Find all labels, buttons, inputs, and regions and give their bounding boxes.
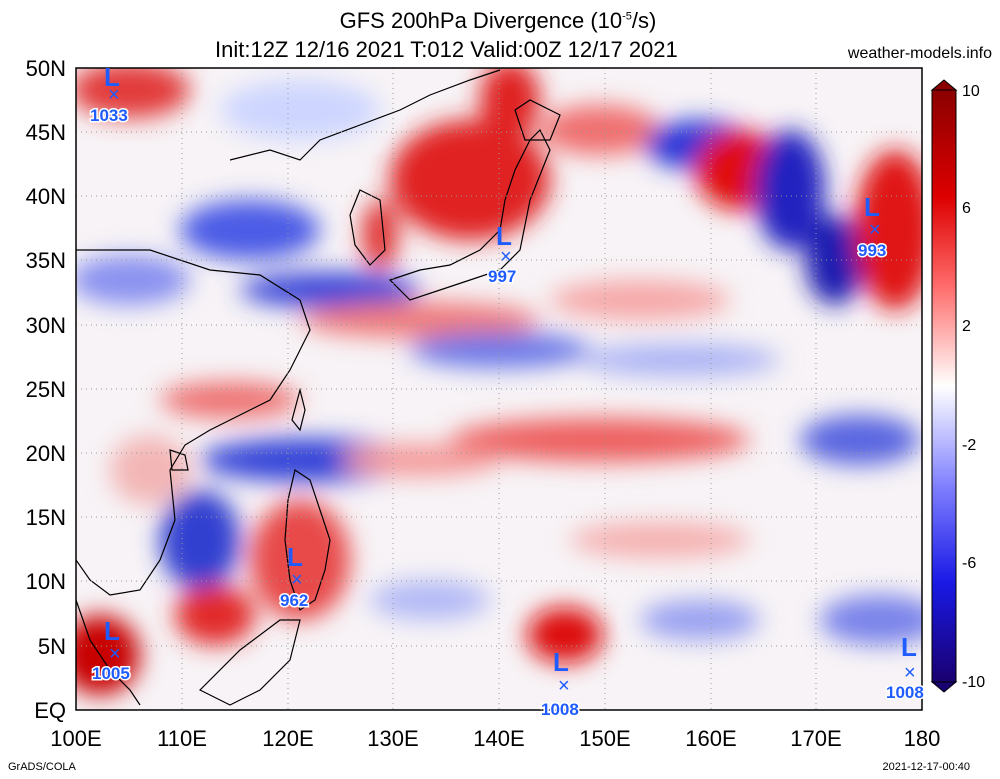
low-x-icon: × <box>904 662 916 684</box>
lat-label: 10N <box>26 569 66 594</box>
lon-label: 110E <box>157 726 207 751</box>
divergence-field <box>76 68 922 695</box>
colorbar-label: -2 <box>962 437 976 454</box>
low-letter: L <box>901 632 917 662</box>
lat-label: 45N <box>26 120 66 145</box>
lat-label: 25N <box>26 377 66 402</box>
lon-label: 140E <box>473 726 524 751</box>
colorbar-top-arrow <box>930 79 958 91</box>
lat-label: 15N <box>26 505 66 530</box>
lon-label: 170E <box>790 726 841 751</box>
low-letter: L <box>287 542 303 572</box>
lat-label: EQ <box>34 698 66 723</box>
lat-label: 40N <box>26 184 66 209</box>
map-title: GFS 200hPa Divergence (10-5/s) <box>339 8 657 33</box>
site-label: weather-models.info <box>847 45 992 62</box>
lon-label: 180 <box>904 726 941 751</box>
lon-label: 130E <box>367 726 418 751</box>
colorbar-label: 6 <box>962 200 971 217</box>
plot-frame <box>75 67 923 711</box>
low-letter: L <box>864 192 880 222</box>
lat-label: 20N <box>26 441 66 466</box>
colorbar-label: -6 <box>962 555 976 572</box>
low-letter: L <box>496 221 512 251</box>
colorbar-label: -10 <box>962 674 985 691</box>
footer-credit: GrADS/COLA <box>8 761 76 773</box>
colorbar-scale <box>931 89 957 683</box>
footer-timestamp: 2021-12-17-00:40 <box>882 761 970 773</box>
lat-label: 35N <box>26 248 66 273</box>
low-marker: L × 1033 <box>89 62 130 127</box>
low-pressure: 1033 <box>90 106 128 125</box>
low-pressure: 1008 <box>541 700 579 719</box>
colorbar-bottom-arrow <box>930 681 958 693</box>
lat-label: 30N <box>26 313 66 338</box>
low-x-icon: × <box>558 675 570 697</box>
low-marker: L × 997 <box>487 221 518 288</box>
title-exponent: -5 <box>622 10 632 23</box>
low-x-icon: × <box>869 219 881 241</box>
lat-label: 5N <box>38 634 66 659</box>
map-subtitle: Init:12Z 12/16 2021 T:012 Valid:00Z 12/1… <box>215 37 678 62</box>
low-pressure: 1008 <box>886 683 924 702</box>
colorbar: 10 6 2 -2 -6 -10 <box>930 79 985 693</box>
low-letter: L <box>553 647 569 677</box>
lon-label: 100E <box>50 726 101 751</box>
low-marker: L × 1008 <box>540 647 581 721</box>
lon-label: 150E <box>579 726 630 751</box>
colorbar-label: 2 <box>962 318 971 335</box>
low-marker: L × 993 <box>857 192 888 262</box>
low-letter: L <box>104 616 120 646</box>
low-x-icon: × <box>291 569 303 591</box>
low-x-icon: × <box>109 643 121 665</box>
low-pressure: 962 <box>280 591 308 610</box>
low-letter: L <box>104 62 120 92</box>
colorbar-label: 10 <box>962 83 980 100</box>
low-pressure: 1005 <box>92 664 130 683</box>
lon-label: 160E <box>685 726 736 751</box>
low-pressure: 993 <box>858 241 886 260</box>
coastlines <box>76 69 561 706</box>
gridlines <box>76 68 922 710</box>
low-marker: L × 1008 <box>885 632 926 704</box>
low-x-icon: × <box>108 84 120 106</box>
lat-label: 50N <box>26 56 66 81</box>
low-x-icon: × <box>500 246 512 268</box>
low-marker: L × 1005 <box>91 616 132 685</box>
low-marker: L × 962 <box>279 542 310 612</box>
lon-label: 120E <box>262 726 313 751</box>
low-pressure: 997 <box>488 267 516 286</box>
